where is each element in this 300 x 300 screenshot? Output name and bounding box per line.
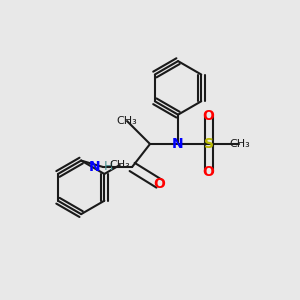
Text: CH₃: CH₃ <box>229 139 250 149</box>
Text: O: O <box>203 109 214 123</box>
Text: N: N <box>89 160 100 174</box>
Text: CH₃: CH₃ <box>110 160 130 170</box>
Text: O: O <box>153 176 165 190</box>
Text: N: N <box>172 137 184 151</box>
Text: O: O <box>203 165 214 179</box>
Text: S: S <box>204 137 214 151</box>
Text: H: H <box>104 160 113 173</box>
Text: CH₃: CH₃ <box>117 116 137 126</box>
